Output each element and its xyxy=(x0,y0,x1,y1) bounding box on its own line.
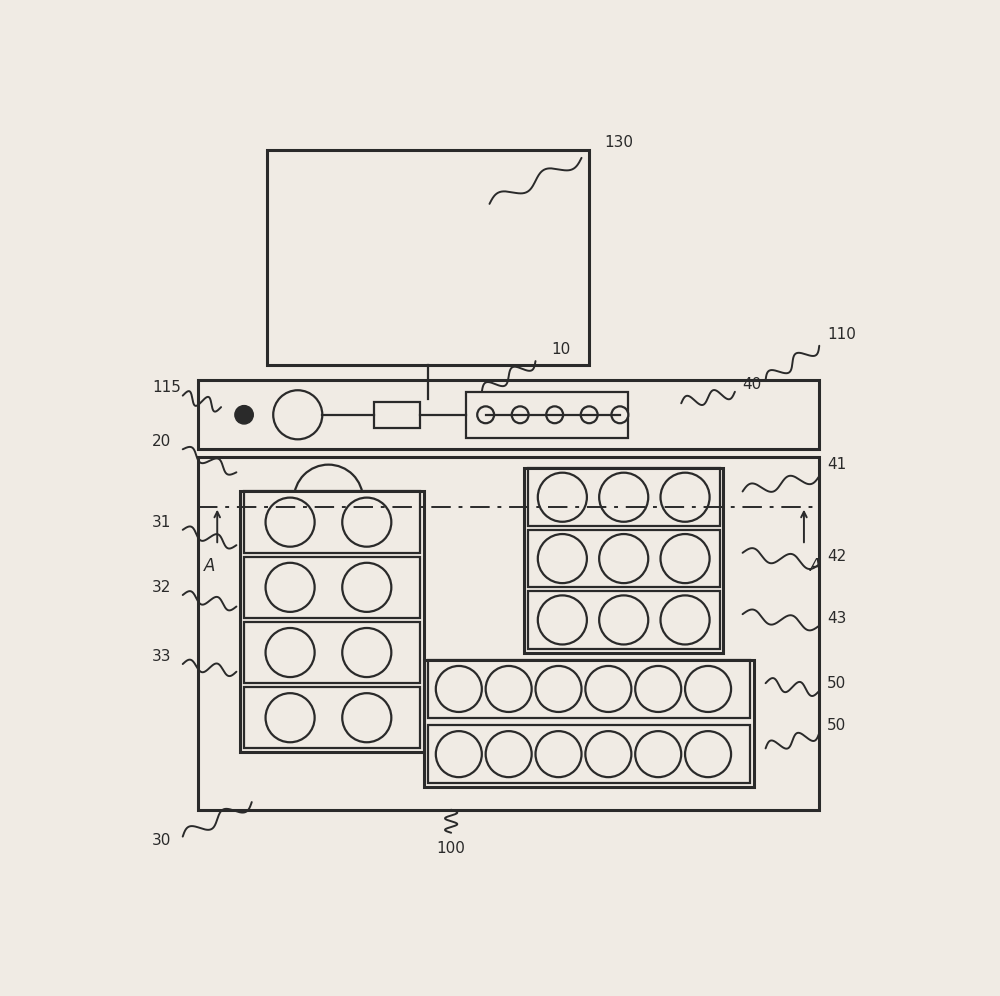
Circle shape xyxy=(235,405,253,424)
Circle shape xyxy=(342,563,391,612)
Circle shape xyxy=(611,406,628,423)
Circle shape xyxy=(599,534,648,583)
Circle shape xyxy=(294,464,363,534)
Circle shape xyxy=(536,666,582,712)
Text: 40: 40 xyxy=(743,376,762,391)
Text: 33: 33 xyxy=(152,648,172,664)
Text: 42: 42 xyxy=(827,549,846,564)
Circle shape xyxy=(538,473,587,522)
Bar xyxy=(244,687,420,748)
Circle shape xyxy=(685,731,731,777)
Circle shape xyxy=(635,731,681,777)
Circle shape xyxy=(486,666,532,712)
Text: 31: 31 xyxy=(152,515,171,530)
Bar xyxy=(244,622,420,683)
Circle shape xyxy=(635,666,681,712)
Bar xyxy=(267,150,589,365)
Bar xyxy=(428,660,750,718)
Bar xyxy=(528,592,720,648)
Circle shape xyxy=(436,666,482,712)
Text: 41: 41 xyxy=(827,457,846,472)
Circle shape xyxy=(273,390,322,439)
Bar xyxy=(244,491,420,553)
Circle shape xyxy=(661,534,710,583)
Bar xyxy=(424,660,754,787)
Text: 32: 32 xyxy=(152,580,171,595)
Text: A: A xyxy=(810,557,821,575)
Circle shape xyxy=(342,628,391,677)
Circle shape xyxy=(585,666,631,712)
Bar xyxy=(244,557,420,618)
Circle shape xyxy=(266,498,315,547)
Circle shape xyxy=(538,596,587,644)
Circle shape xyxy=(342,693,391,742)
Circle shape xyxy=(266,563,315,612)
Circle shape xyxy=(599,596,648,644)
Circle shape xyxy=(685,666,731,712)
Text: A: A xyxy=(204,557,215,575)
Circle shape xyxy=(661,473,710,522)
Bar xyxy=(466,391,628,438)
Bar xyxy=(428,725,750,783)
Circle shape xyxy=(512,406,529,423)
Text: 20: 20 xyxy=(152,434,171,449)
Circle shape xyxy=(581,406,598,423)
Circle shape xyxy=(436,731,482,777)
Circle shape xyxy=(266,693,315,742)
Bar xyxy=(528,530,720,588)
Circle shape xyxy=(486,731,532,777)
Circle shape xyxy=(546,406,563,423)
Circle shape xyxy=(599,473,648,522)
Text: 50: 50 xyxy=(827,675,846,690)
Bar xyxy=(374,401,420,428)
Text: 110: 110 xyxy=(827,327,856,342)
Text: 30: 30 xyxy=(152,833,171,848)
Bar xyxy=(198,380,819,449)
Text: 43: 43 xyxy=(827,611,846,625)
Text: 50: 50 xyxy=(827,718,846,733)
Circle shape xyxy=(477,406,494,423)
Bar xyxy=(524,468,723,652)
Text: 115: 115 xyxy=(152,380,181,395)
Bar xyxy=(528,468,720,526)
Circle shape xyxy=(585,731,631,777)
Text: 10: 10 xyxy=(551,342,570,358)
Circle shape xyxy=(342,498,391,547)
Text: 100: 100 xyxy=(437,841,466,856)
Circle shape xyxy=(536,731,582,777)
Circle shape xyxy=(266,628,315,677)
Bar xyxy=(240,491,424,752)
Circle shape xyxy=(661,596,710,644)
Text: 130: 130 xyxy=(605,135,634,150)
Bar xyxy=(198,457,819,810)
Circle shape xyxy=(538,534,587,583)
